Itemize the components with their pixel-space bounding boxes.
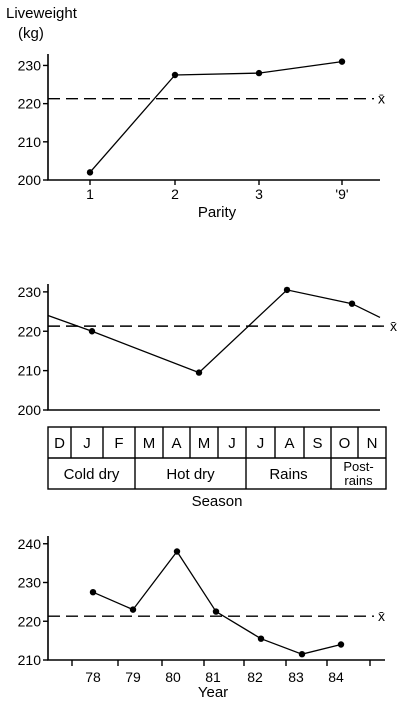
- month-label: J: [257, 435, 265, 452]
- season-band-label: rains: [344, 473, 373, 488]
- parity-x-ticks: 1 2 3 '9': [86, 180, 349, 202]
- parity-ylabel-line2: (kg): [18, 25, 44, 42]
- season-y-ticks: 200 210 220 230: [18, 284, 48, 418]
- parity-data-point: [86, 169, 94, 176]
- parity-xlabel: Parity: [198, 204, 237, 221]
- parity-x-tick-label: '9': [335, 186, 348, 202]
- year-x-tick-label: 78: [85, 669, 101, 685]
- season-y-tick-label: 220: [18, 323, 42, 339]
- month-label: O: [339, 435, 351, 452]
- season-band-label: Rains: [269, 466, 307, 483]
- season-xlabel: Season: [192, 493, 243, 510]
- year-chart: 210 220 230 240 78 79 80 81 82 83 84 x̄ Year: [18, 536, 385, 701]
- season-band-label: Hot dry: [166, 466, 215, 483]
- season-series-line: [47, 289, 381, 374]
- month-label: N: [367, 435, 378, 452]
- parity-data-point: [171, 71, 179, 79]
- month-label: J: [228, 435, 236, 452]
- parity-axes: [47, 54, 380, 181]
- month-label: D: [54, 435, 65, 452]
- month-label: M: [143, 435, 156, 452]
- parity-x-tick-label: 3: [255, 186, 263, 202]
- year-x-tick-label: 84: [328, 669, 344, 685]
- season-points: [88, 286, 356, 376]
- year-data-point: [129, 606, 137, 613]
- year-data-point: [257, 635, 265, 642]
- season-data-point: [348, 300, 356, 307]
- parity-x-tick-label: 1: [86, 186, 94, 202]
- year-data-point: [89, 588, 97, 596]
- year-xlabel: Year: [198, 684, 228, 701]
- season-y-tick-label: 210: [18, 363, 42, 379]
- parity-y-tick-label: 230: [18, 57, 42, 73]
- year-x-tick-label: 81: [205, 669, 221, 685]
- month-label: A: [284, 435, 294, 452]
- year-points: [89, 548, 345, 658]
- season-band-label: Post-: [343, 459, 373, 474]
- month-label: F: [114, 435, 123, 452]
- season-band-label: Cold dry: [64, 466, 120, 483]
- season-data-point: [283, 286, 291, 294]
- parity-y-tick-label: 210: [18, 134, 42, 150]
- year-data-point: [298, 650, 306, 658]
- year-data-point: [337, 641, 345, 648]
- month-label: J: [83, 435, 91, 452]
- year-y-tick-label: 230: [18, 575, 42, 591]
- month-label: A: [171, 435, 181, 452]
- parity-data-point: [338, 58, 346, 65]
- season-mean-label: x̄: [390, 318, 397, 334]
- year-y-ticks: 210 220 230 240: [18, 536, 48, 668]
- year-axes: [47, 536, 385, 661]
- year-y-tick-label: 210: [18, 652, 42, 668]
- year-x-tick-label: 83: [288, 669, 304, 685]
- parity-series-line: [89, 60, 343, 173]
- month-label: S: [312, 435, 322, 452]
- parity-mean-label: x̄: [378, 91, 385, 107]
- year-x-tick-label: 80: [165, 669, 181, 685]
- year-data-point: [212, 608, 220, 615]
- year-x-tick-label: 82: [247, 669, 263, 685]
- year-y-tick-label: 220: [18, 613, 42, 629]
- season-y-tick-label: 230: [18, 284, 42, 300]
- year-data-point: [173, 548, 181, 555]
- season-data-point: [88, 328, 96, 335]
- parity-data-point: [255, 69, 263, 77]
- year-series-line: [92, 550, 342, 655]
- season-y-tick-label: 200: [18, 402, 42, 418]
- month-label: M: [198, 435, 211, 452]
- parity-y-tick-label: 200: [18, 172, 42, 188]
- parity-y-tick-label: 220: [18, 96, 42, 112]
- parity-x-tick-label: 2: [171, 186, 179, 202]
- parity-y-ticks: 200 210 220 230: [18, 57, 48, 188]
- year-y-tick-label: 240: [18, 536, 42, 552]
- year-mean-label: x̄: [378, 608, 385, 624]
- parity-points: [86, 58, 346, 176]
- parity-chart: Liveweight (kg) 200 210 220 230 1 2 3 '9' x̄ P…: [6, 5, 385, 221]
- season-label-row: Cold dry Hot dry Rains Post-rains: [64, 458, 374, 489]
- year-x-tick-label: 79: [125, 669, 141, 685]
- season-data-point: [195, 369, 203, 376]
- year-x-ticks: 78 79 80 81 82 83 84: [71, 660, 371, 685]
- parity-ylabel-line1: Liveweight: [6, 5, 78, 22]
- season-axes: [47, 284, 380, 411]
